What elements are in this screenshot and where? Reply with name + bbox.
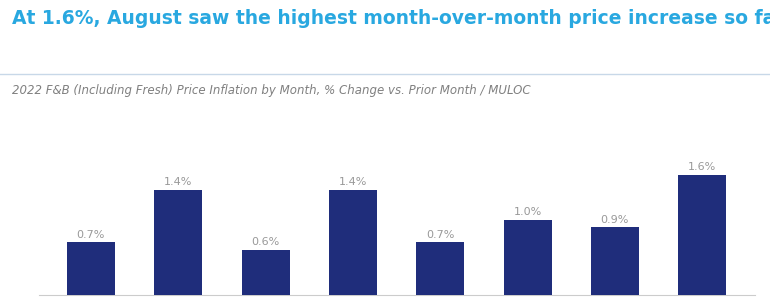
Bar <box>591 227 639 295</box>
Text: 0.7%: 0.7% <box>426 230 454 240</box>
Text: 1.6%: 1.6% <box>688 162 716 172</box>
Text: 2022 F&B (Including Fresh) Price Inflation by Month, % Change vs. Prior Month / : 2022 F&B (Including Fresh) Price Inflati… <box>12 84 531 97</box>
Text: 1.0%: 1.0% <box>514 207 541 217</box>
Text: 0.9%: 0.9% <box>601 215 629 225</box>
Text: At 1.6%, August saw the highest month-over-month price increase so far in 2022: At 1.6%, August saw the highest month-ov… <box>12 9 770 28</box>
Bar <box>417 242 464 295</box>
Bar <box>678 175 726 295</box>
Bar <box>154 190 203 295</box>
Text: 1.4%: 1.4% <box>339 177 367 187</box>
Bar <box>504 220 551 295</box>
Text: 1.4%: 1.4% <box>164 177 192 187</box>
Text: 0.6%: 0.6% <box>252 237 280 247</box>
Bar <box>329 190 377 295</box>
Text: 0.7%: 0.7% <box>77 230 105 240</box>
Bar <box>67 242 115 295</box>
Bar <box>242 250 290 295</box>
